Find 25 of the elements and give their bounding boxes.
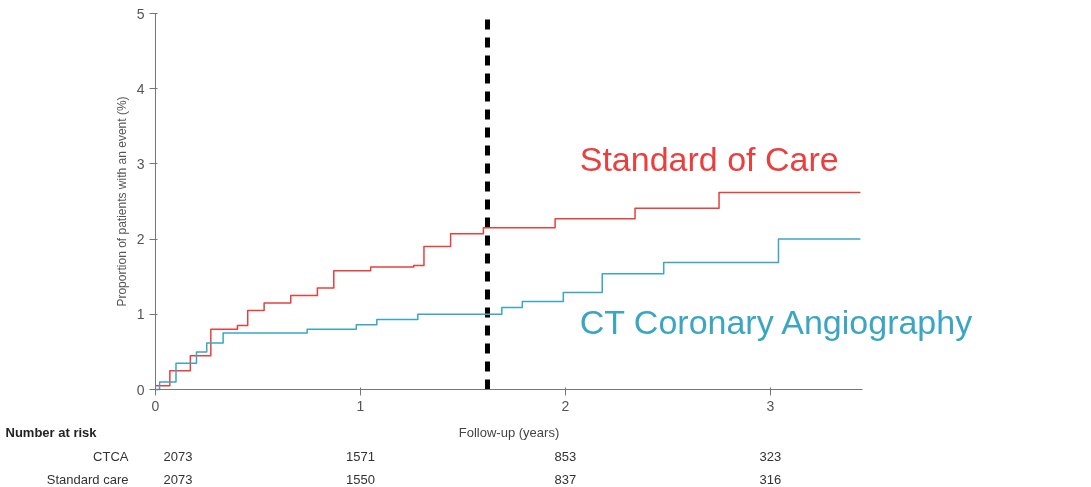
y-axis-title: Proportion of patients with an event (%) bbox=[114, 96, 129, 307]
text: 837 bbox=[554, 472, 577, 487]
text: 323 bbox=[759, 449, 782, 464]
x-tick-label: 2 bbox=[561, 397, 570, 414]
text: 1571 bbox=[345, 449, 375, 464]
x-tick-label: 1 bbox=[356, 397, 365, 414]
x-tick-label: 3 bbox=[766, 397, 775, 414]
x-axis-title: Follow-up (years) bbox=[458, 425, 560, 440]
text: 2073 bbox=[163, 472, 193, 487]
y-tick-label: 1 bbox=[136, 306, 145, 323]
y-tick-label: 3 bbox=[136, 155, 145, 172]
y-tick-label: 5 bbox=[136, 5, 145, 22]
y-tick-label: 4 bbox=[136, 80, 145, 97]
series-label: CT Coronary Angiography bbox=[579, 303, 973, 342]
x-tick-label: 0 bbox=[151, 397, 160, 414]
text: 2073 bbox=[163, 449, 193, 464]
text: CTCA bbox=[93, 449, 129, 464]
text: Standard care bbox=[46, 472, 129, 487]
y-tick-label: 0 bbox=[136, 381, 145, 398]
text: 316 bbox=[759, 472, 782, 487]
text: Number at risk bbox=[5, 425, 98, 440]
text: 853 bbox=[554, 449, 577, 464]
y-tick-label: 2 bbox=[136, 231, 145, 248]
series-label: Standard of Care bbox=[579, 139, 839, 178]
text: 1550 bbox=[345, 472, 375, 487]
